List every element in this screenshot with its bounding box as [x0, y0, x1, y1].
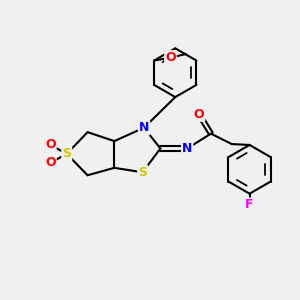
Text: F: F — [245, 199, 254, 212]
Text: N: N — [182, 142, 192, 155]
Text: S: S — [62, 147, 71, 161]
Text: S: S — [138, 166, 147, 179]
Text: O: O — [165, 51, 176, 64]
Text: N: N — [139, 121, 149, 134]
Text: O: O — [45, 138, 56, 152]
Text: O: O — [194, 108, 204, 121]
Text: O: O — [45, 156, 56, 169]
